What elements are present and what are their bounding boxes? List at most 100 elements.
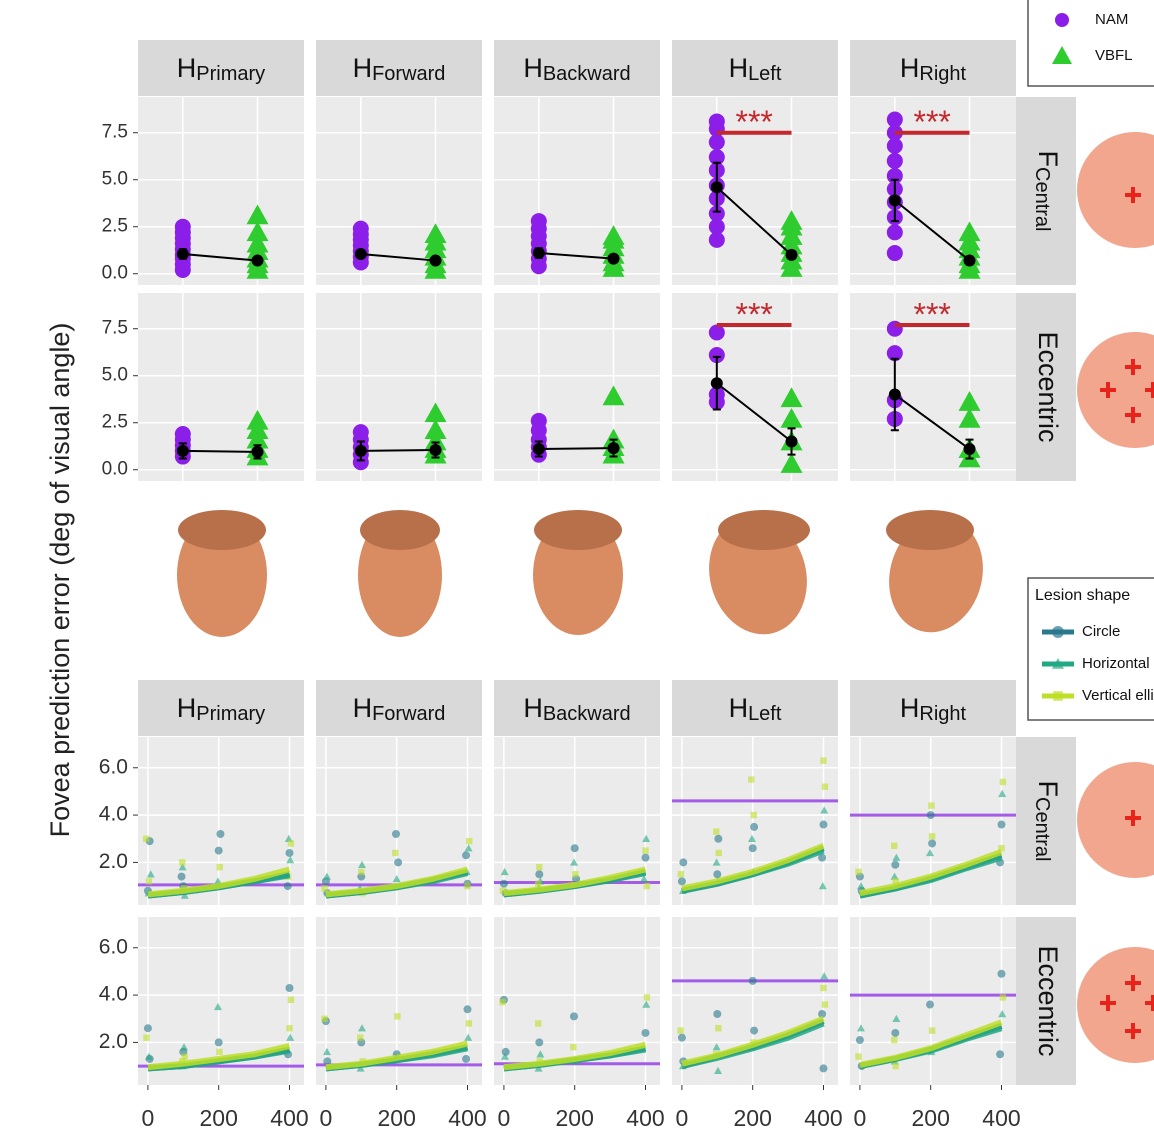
strip-main: H: [523, 53, 543, 83]
data-point: [246, 204, 269, 225]
trend-line: [503, 1041, 647, 1071]
legend-title: Lesion shape: [1035, 587, 1130, 604]
strip-main: H: [177, 693, 197, 723]
data-point: [287, 996, 295, 1004]
data-point: [820, 757, 827, 764]
legend-label: Circle: [1082, 623, 1120, 640]
strip-main: H: [523, 693, 543, 723]
x-tick-label: 200: [378, 1105, 416, 1131]
data-point: [819, 820, 828, 829]
data-point: [174, 426, 191, 442]
column-strip: [850, 680, 1016, 736]
data-point: [886, 224, 903, 241]
y-tick-label: 7.5: [102, 318, 128, 339]
mean-point: [607, 442, 620, 455]
data-point: [855, 868, 862, 876]
y-tick-label: 2.5: [102, 216, 128, 237]
mean-point: [785, 248, 798, 261]
data-point: [715, 849, 722, 857]
data-point: [216, 830, 225, 839]
data-point: [891, 860, 900, 869]
data-point: [886, 345, 903, 362]
data-point: [708, 205, 725, 222]
data-point: [747, 834, 756, 842]
legend-marker: [1052, 46, 1072, 64]
data-point: [500, 1052, 509, 1060]
data-point: [216, 863, 223, 871]
data-point: [392, 874, 401, 883]
data-point: [145, 878, 153, 885]
data-point: [322, 872, 331, 880]
data-point: [602, 428, 625, 449]
data-point: [285, 983, 294, 992]
trend-line: [147, 866, 291, 898]
data-point: [750, 822, 759, 831]
data-point: [499, 879, 508, 888]
data-point: [891, 1036, 898, 1044]
data-point: [358, 860, 367, 868]
data-point: [602, 385, 625, 406]
row-strip-label: Eccentric: [1033, 945, 1063, 1056]
data-point: [536, 863, 543, 871]
data-point: [213, 1002, 222, 1011]
legend-label: Horizontal ellipse: [1082, 655, 1154, 672]
data-point: [708, 149, 725, 166]
data-point: [177, 872, 186, 881]
legend-marker: [1052, 626, 1064, 638]
data-point: [714, 834, 723, 843]
data-point: [892, 853, 901, 861]
data-point: [144, 1052, 153, 1060]
trend-line: [147, 1043, 291, 1071]
y-axis-label: Fovea prediction error (deg of visual an…: [45, 323, 75, 838]
x-tick-label: 0: [854, 1105, 867, 1131]
data-point: [891, 842, 898, 850]
data-point: [856, 1024, 865, 1032]
mean-point: [354, 247, 367, 260]
data-point: [535, 880, 542, 887]
data-point: [179, 859, 186, 866]
data-point: [679, 858, 688, 867]
data-point: [780, 210, 803, 230]
x-tick-label: 0: [676, 1105, 689, 1131]
data-point: [818, 1010, 827, 1019]
column-strip: [672, 40, 838, 96]
data-point: [356, 1064, 365, 1072]
data-point: [708, 347, 725, 364]
strip-main: F: [1033, 781, 1063, 798]
significance-label: ***: [735, 104, 772, 140]
panel-background: [850, 917, 1016, 1085]
significance-label: ***: [913, 104, 950, 140]
strip-main: F: [1033, 151, 1063, 168]
trend-line: [325, 866, 469, 898]
data-point: [928, 833, 936, 840]
data-point: [569, 1012, 578, 1021]
data-point: [570, 844, 579, 853]
column-strip-label: HBackward: [523, 53, 630, 85]
data-point: [715, 1025, 722, 1032]
trend-line: [325, 1040, 469, 1071]
data-point: [640, 874, 649, 883]
mean-point: [963, 443, 976, 456]
data-point: [928, 802, 935, 809]
data-point: [499, 998, 506, 1006]
data-point: [997, 969, 1006, 978]
column-strip-label: HLeft: [729, 693, 782, 725]
data-point: [499, 887, 507, 895]
mean-line: [360, 448, 436, 452]
x-tick-label: 400: [270, 1105, 308, 1131]
data-point: [464, 1033, 473, 1041]
data-point: [856, 882, 865, 890]
data-point: [180, 1043, 189, 1051]
strip-main: H: [900, 693, 920, 723]
legend-label: VBFL: [1095, 47, 1133, 64]
lesion-crosses: [1100, 187, 1154, 1039]
mean-point: [532, 443, 545, 456]
column-strip-label: HBackward: [523, 693, 630, 725]
mean-line: [894, 199, 971, 262]
mean-line: [360, 252, 436, 262]
data-point: [677, 1027, 684, 1034]
data-point: [174, 218, 191, 235]
data-point: [216, 1048, 223, 1056]
strip-sub: Left: [748, 63, 782, 85]
